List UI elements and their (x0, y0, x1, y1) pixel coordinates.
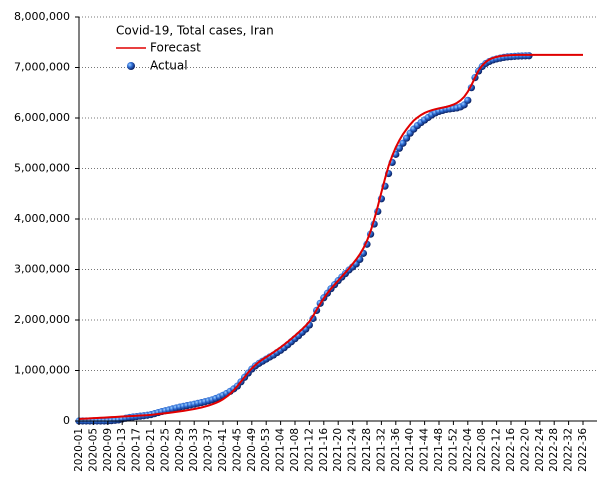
x-tick-label: 2022-36 (577, 428, 589, 472)
forecast-line (78, 53, 583, 420)
y-tick-label: 5,000,000 (14, 162, 70, 175)
x-tick-label: 2021-40 (404, 428, 416, 472)
y-tick-label: 0 (63, 414, 70, 427)
x-tick-label: 2021-44 (419, 428, 431, 472)
data-point (403, 134, 411, 142)
x-tick-label: 2020-01 (73, 428, 85, 472)
x-tick-label: 2020-53 (260, 428, 272, 472)
x-tick-label: 2021-36 (390, 428, 402, 472)
x-tick-label: 2021-28 (361, 428, 373, 472)
plot (75, 52, 583, 425)
legend-marker (127, 62, 135, 70)
x-tick-label: 2022-08 (476, 428, 488, 472)
x-tick-label: 2021-24 (347, 428, 359, 472)
data-point (399, 139, 407, 147)
y-tick-label: 6,000,000 (14, 111, 70, 124)
x-tick-label: 2022-32 (563, 428, 575, 472)
x-tick-label: 2021-12 (303, 428, 315, 472)
x-tick-label: 2020-25 (159, 428, 171, 472)
y-tick-label: 4,000,000 (14, 212, 70, 225)
x-tick-label: 2021-16 (318, 428, 330, 472)
x-tick-label: 2022-20 (519, 428, 531, 472)
data-point (395, 144, 403, 152)
x-tick-label: 2020-09 (102, 428, 114, 472)
legend-label: Forecast (150, 41, 201, 55)
grid (79, 16, 597, 371)
x-tick-label: 2022-12 (491, 428, 503, 472)
x-tick-label: 2022-04 (462, 428, 474, 472)
y-tick-label: 8,000,000 (14, 10, 70, 23)
x-tick-label: 2022-16 (505, 428, 517, 472)
y-tick-label: 3,000,000 (14, 263, 70, 276)
x-tick-label: 2021-20 (332, 428, 344, 472)
x-tick-label: 2020-21 (145, 428, 157, 472)
x-tick-label: 2021-32 (375, 428, 387, 472)
axes: 0 1,000,000 2,000,000 3,000,000 4,000,000 5,0… (14, 10, 597, 472)
y-tick-label: 2,000,000 (14, 313, 70, 326)
x-tick-label: 2020-17 (131, 428, 143, 472)
x-tick-label: 2022-24 (534, 428, 546, 472)
x-tick-label: 2020-45 (231, 428, 243, 472)
x-tick-label: 2020-49 (246, 428, 258, 472)
x-tick-label: 2021-04 (275, 428, 287, 472)
x-tick-label: 2020-29 (174, 428, 186, 472)
x-tick-label: 2020-13 (116, 428, 128, 472)
x-tick-label: 2020-41 (217, 428, 229, 472)
x-tick-label: 2020-37 (203, 428, 215, 472)
x-tick-label: 2022-28 (548, 428, 560, 472)
x-tick-label: 2021-48 (433, 428, 445, 472)
x-tick-label: 2021-52 (447, 428, 459, 472)
x-tick-label: 2020-33 (188, 428, 200, 472)
data-point (464, 96, 472, 104)
chart-title: Covid-19, Total cases, Iran (116, 24, 274, 38)
legend: Covid-19, Total cases, Iran Forecast Act… (116, 24, 274, 73)
x-tick-label: 2020-05 (87, 428, 99, 472)
y-tick-label: 7,000,000 (14, 61, 70, 74)
y-tick-label: 1,000,000 (14, 364, 70, 377)
x-tick-label: 2021-08 (289, 428, 301, 472)
legend-label: Actual (150, 59, 188, 73)
